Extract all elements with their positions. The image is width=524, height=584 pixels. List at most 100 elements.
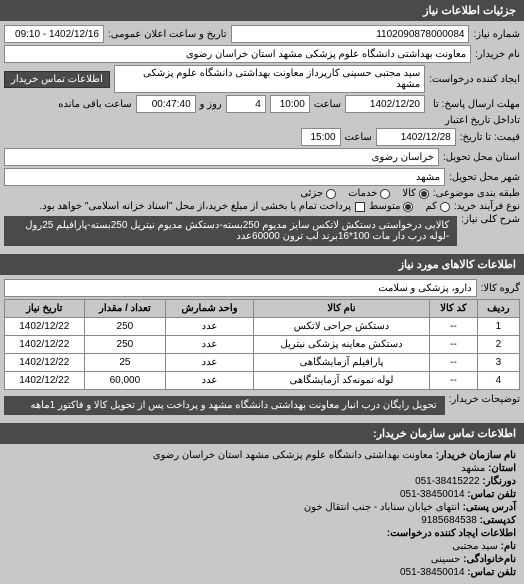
table-cell: 3 [477, 354, 519, 372]
table-header-cell: نام کالا [253, 300, 429, 318]
table-cell: عدد [166, 318, 254, 336]
tel-label: تلفن تماس: [467, 567, 516, 578]
buyer-name-field: معاونت بهداشتی دانشگاه علوم پزشکی مشهد ا… [4, 45, 471, 63]
table-cell: 60,000 [84, 372, 166, 390]
table-cell: 1402/12/22 [5, 354, 85, 372]
table-cell: عدد [166, 336, 254, 354]
general-desc-label: شرح کلی نیاز: [461, 214, 520, 225]
radio-low[interactable] [440, 202, 450, 212]
deadline-time-field: 10:00 [270, 95, 310, 113]
radio-goods-label: کالا [402, 188, 416, 199]
table-cell: -- [430, 354, 478, 372]
delivery-city-field: مشهد [4, 168, 445, 186]
delivery-province-label: استان محل تحویل: [443, 152, 520, 163]
table-cell: 1 [477, 318, 519, 336]
contact-info-button[interactable]: اطلاعات تماس خریدار [4, 71, 110, 88]
phone-value: 38415222-051 [415, 476, 480, 487]
time-label-1: ساعت [314, 99, 341, 110]
buyer-notes-label: توضیحات خریدار: [449, 394, 520, 405]
table-row: 4--لوله نمونه‌کد آزمایشگاهیعدد60,0001402… [5, 372, 520, 390]
radio-partial[interactable] [326, 189, 336, 199]
process-radio-group: کم متوسط [369, 201, 450, 212]
budget-radio-group: کالا خدمات جزئی [300, 188, 429, 199]
table-cell: 250 [84, 318, 166, 336]
table-cell: پارافیلم آزمایشگاهی [253, 354, 429, 372]
org-value: معاونت بهداشتی دانشگاه علوم پزشکی مشهد ا… [153, 450, 433, 461]
process-type-label: نوع فرآیند خرید: [454, 201, 520, 212]
table-cell: 4 [477, 372, 519, 390]
table-cell: عدد [166, 354, 254, 372]
creator-field: سید مجتبی حسینی کارپرداز معاونت بهداشتی … [114, 65, 425, 93]
postal-label: کدپستی: [480, 515, 516, 526]
table-cell: دستکش معاینه پزشکی نیتریل [253, 336, 429, 354]
table-header-cell: تاریخ نیاز [5, 300, 85, 318]
deadline-date-field: 1402/12/20 [345, 95, 425, 113]
province-label: استان: [488, 463, 516, 474]
payment-note: پرداخت تمام یا بخشی از مبلغ خرید،از محل … [39, 201, 351, 212]
goods-group-label: گروه کالا: [481, 283, 520, 294]
table-row: 3--پارافیلم آزمایشگاهیعدد251402/12/22 [5, 354, 520, 372]
table-cell: 1402/12/22 [5, 336, 85, 354]
radio-services-label: خدمات [348, 188, 377, 199]
public-date-field: 1402/12/16 - 09:10 [4, 25, 104, 43]
phone-label: دورنگار: [482, 476, 516, 487]
postal-value: 9185684538 [421, 515, 477, 526]
deadline-send-label: مهلت ارسال پاسخ: تا [433, 99, 520, 110]
radio-medium-label: متوسط [369, 201, 400, 212]
family-value: حسینی [431, 554, 460, 565]
table-cell: -- [430, 336, 478, 354]
radio-partial-label: جزئی [300, 188, 323, 199]
creator-info-label: اطلاعات ایجاد کننده درخواست: [8, 528, 516, 539]
table-cell: عدد [166, 372, 254, 390]
family-label: نام‌خانوادگی: [463, 554, 516, 565]
quote-time-field: 15:00 [301, 128, 341, 146]
public-date-label: تاریخ و ساعت اعلان عمومی: [108, 29, 227, 40]
contact-section-header: اطلاعات تماس سازمان خریدار: [0, 423, 524, 444]
buyer-notes-box: تحویل رایگان درب انبار معاونت بهداشتی دا… [4, 396, 445, 415]
table-header-cell: واحد شمارش [166, 300, 254, 318]
address-value: انتهای خیابان سناباد - جنب انتقال خون [304, 502, 460, 513]
table-row: 1--دستکش جراحی لاتکسعدد2501402/12/22 [5, 318, 520, 336]
contact-phone-label: تلفن تماس: [467, 489, 516, 500]
org-label: نام سازمان خریدار: [436, 450, 516, 461]
goods-table: ردیفکد کالانام کالاواحد شمارشتعداد / مقد… [4, 299, 520, 390]
days-label: روز و [200, 99, 222, 110]
radio-services[interactable] [380, 189, 390, 199]
contact-phone-value: 38450014-051 [400, 489, 465, 500]
goods-group-field: دارو، پزشکی و سلامت [4, 279, 477, 297]
table-row: 2--دستکش معاینه پزشکی نیتریلعدد2501402/1… [5, 336, 520, 354]
table-header-cell: کد کالا [430, 300, 478, 318]
province-value: مشهد [461, 463, 485, 474]
table-header-cell: ردیف [477, 300, 519, 318]
budget-type-label: طبقه بندی موضوعی: [433, 188, 520, 199]
table-cell: 1402/12/22 [5, 318, 85, 336]
table-cell: 250 [84, 336, 166, 354]
payment-checkbox[interactable] [355, 202, 365, 212]
days-field: 4 [226, 95, 266, 113]
address-label: آدرس پستی: [463, 502, 516, 513]
table-cell: 2 [477, 336, 519, 354]
radio-low-label: کم [425, 201, 436, 212]
contact-info-section: نام سازمان خریدار: معاونت بهداشتی دانشگا… [0, 444, 524, 584]
goods-section-header: اطلاعات کالاهای مورد نیاز [0, 254, 524, 275]
delivery-city-label: شهر محل تحویل: [449, 172, 520, 183]
table-cell: لوله نمونه‌کد آزمایشگاهی [253, 372, 429, 390]
creator-label: ایجاد کننده درخواست: [429, 74, 520, 85]
buyer-name-label: نام خریدار: [475, 49, 520, 60]
radio-medium[interactable] [403, 202, 413, 212]
tel-value: 38450014-051 [400, 567, 465, 578]
request-number-field: 1102090878000084 [231, 25, 470, 43]
table-cell: -- [430, 318, 478, 336]
table-cell: -- [430, 372, 478, 390]
table-cell: 1402/12/22 [5, 372, 85, 390]
name-value: سید مجتبی [452, 541, 498, 552]
name-label: نام: [501, 541, 516, 552]
time-label-2: ساعت [345, 132, 372, 143]
remaining-time-field: 00:47:40 [136, 95, 196, 113]
table-cell: 25 [84, 354, 166, 372]
form-area: شماره نیاز: 1102090878000084 تاریخ و ساع… [0, 21, 524, 254]
radio-goods[interactable] [419, 189, 429, 199]
general-desc-box: کالایی درخواستی دستکش لاتکس سایز مدیوم 2… [4, 216, 457, 246]
remaining-label: ساعت باقی مانده [58, 99, 131, 110]
request-number-label: شماره نیاز: [473, 29, 520, 40]
